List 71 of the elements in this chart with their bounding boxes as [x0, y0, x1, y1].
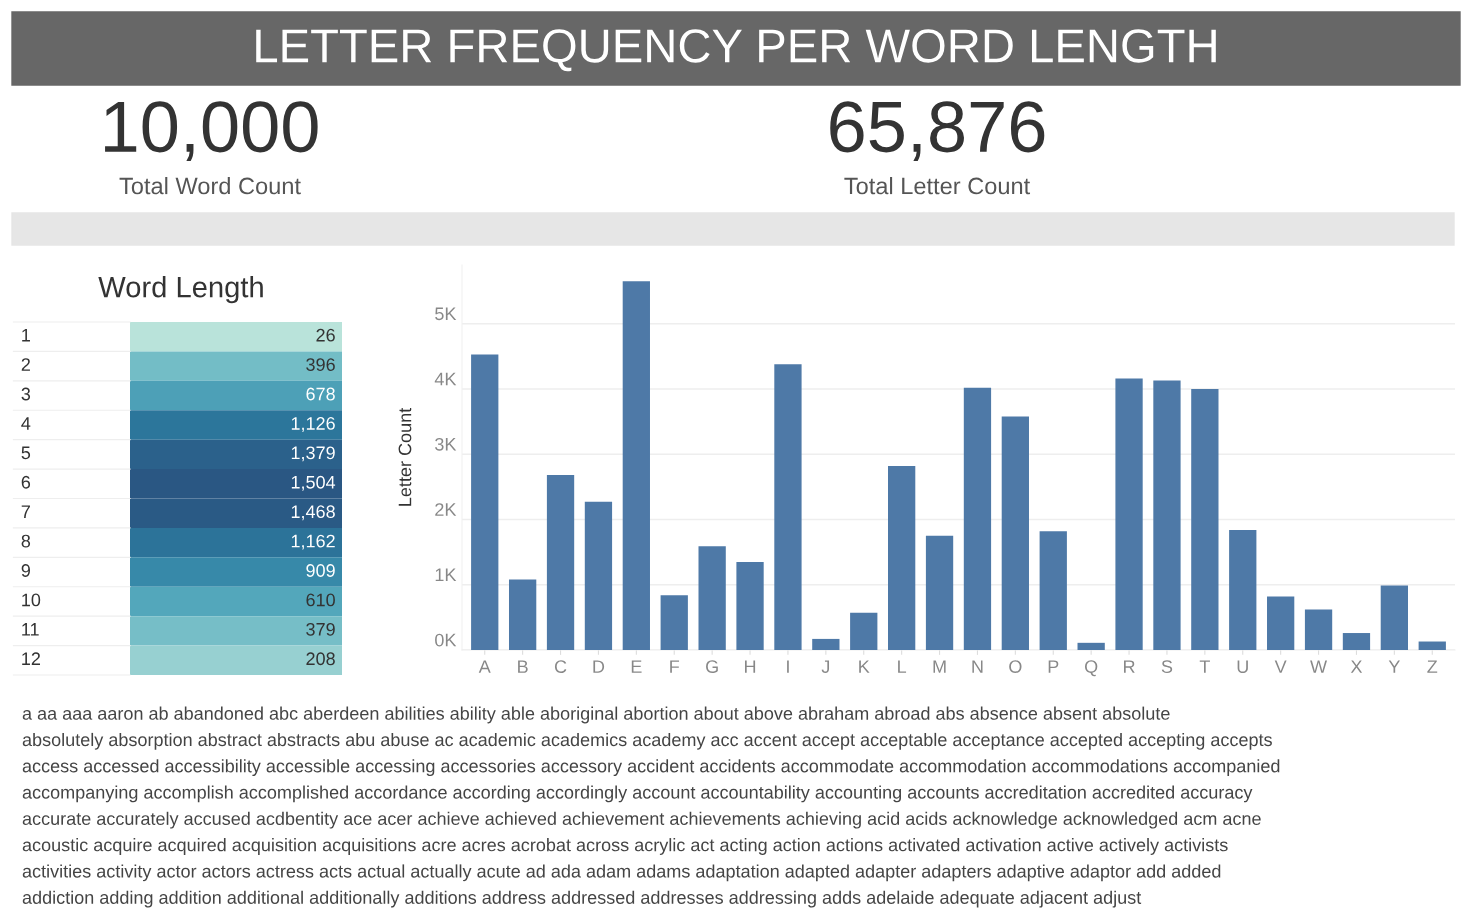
text: LETTER FREQUENCY PER WORD LENGTH [256, 29, 1216, 72]
y-tick-label: 1 [22, 328, 30, 342]
text: accompanying accomplish accomplished accordance according accordingly account accountability accounting accounts accreditation accredited accuracy [22, 785, 1253, 803]
y-tick-label: 7 [21, 505, 30, 518]
x-tick-label: Z [1427, 660, 1438, 673]
x-tick-label: O [1009, 660, 1022, 673]
text: Total Letter Count [844, 176, 1031, 195]
data-label: 1,162 [291, 534, 335, 550]
x-tick-label: P [1048, 660, 1059, 673]
x-tick-label: I [787, 660, 789, 673]
y-tick-label: 1K [435, 568, 457, 581]
x-tick-label: W [1310, 660, 1328, 673]
y-axis-title: Letter Count [398, 407, 412, 506]
y-tick-label: 5K [435, 307, 457, 321]
x-tick-label: L [898, 660, 907, 673]
text: absolutely absorption abstract abstracts abu abuse ac academic academics academy acc accent accept acceptable acceptance accepted accepting accepts [22, 732, 1272, 750]
y-tick-label: 0K [435, 633, 457, 647]
text: a aa aaa aaron ab abandoned abc aberdeen abilities ability able aboriginal abortion about above abraham abroad abs absence absent absolute [22, 706, 1170, 724]
y-tick-label: 5 [21, 446, 31, 460]
x-tick-label: G [706, 660, 718, 673]
x-tick-label: H [745, 660, 756, 673]
text: 65,876 [830, 101, 1045, 161]
text: activities activity actor actors actress acts actual actually acute ad ada adam adams adaptation adapted adapter adapters adaptive adaptor add added [22, 864, 1221, 882]
x-tick-label: R [1124, 660, 1135, 673]
data-label: 396 [306, 358, 335, 371]
y-tick-label: 11 [22, 623, 39, 636]
y-tick-label: 3 [21, 387, 31, 401]
text: 10,000 [105, 101, 318, 161]
x-tick-label: D [593, 660, 605, 673]
data-label: 379 [306, 622, 335, 636]
x-tick-label: N [972, 660, 983, 673]
x-tick-label: B [518, 660, 528, 673]
data-label: 610 [306, 593, 335, 607]
x-tick-label: T [1199, 660, 1210, 673]
data-label: 1,126 [291, 417, 335, 432]
y-tick-label: 8 [21, 534, 31, 548]
x-tick-label: M [933, 660, 946, 673]
x-tick-label: Q [1084, 660, 1098, 677]
x-tick-label: V [1274, 660, 1287, 673]
text: addiction adding addition additional additionally additions address addressed addresses addressing adds adelaide adequate adjacent adjust [22, 890, 1142, 908]
y-tick-label: 2K [435, 503, 457, 516]
y-tick-label: 6 [21, 475, 31, 489]
data-label: 26 [316, 328, 335, 342]
x-tick-label: K [859, 660, 870, 673]
data-label: 909 [306, 564, 335, 577]
y-tick-label: 9 [21, 564, 31, 577]
y-tick-label: 4K [434, 372, 457, 386]
x-tick-label: U [1237, 660, 1248, 673]
data-label: 1,468 [291, 505, 335, 521]
text: accurate accurately accused acdbentity ace acer achieve achieved achievement achievements achieving acid acids acknowledge acknowledged acm acne [22, 811, 1261, 829]
x-tick-label: F [670, 660, 680, 673]
x-tick-label: X [1350, 660, 1363, 673]
text: Total Word Count [119, 176, 301, 195]
x-tick-label: A [478, 660, 491, 673]
data-label: 208 [306, 652, 335, 666]
y-tick-label: 10 [22, 593, 41, 607]
y-tick-label: 2 [21, 358, 30, 371]
text: acoustic acquire acquired acquisition acquisitions acre acres acrobat across acrylic act acting action actions activated activation active actively activists [22, 838, 1228, 855]
data-label: 1,504 [291, 475, 336, 491]
text: access accessed accessibility accessible accessing accessories accessory accident accidents accommodate accommodation accommodations accompanied [22, 759, 1280, 777]
x-tick-label: J [821, 660, 830, 673]
data-label: 1,379 [291, 446, 335, 462]
data-label: 678 [306, 387, 335, 401]
x-tick-label: S [1161, 660, 1173, 673]
y-tick-label: 3K [435, 437, 457, 451]
x-tick-label: E [631, 660, 642, 673]
x-tick-label: Y [1388, 660, 1400, 673]
y-tick-label: 4 [21, 417, 31, 430]
y-tick-label: 12 [22, 652, 40, 665]
chart-title: Word Length [98, 276, 263, 304]
x-tick-label: C [554, 660, 567, 673]
